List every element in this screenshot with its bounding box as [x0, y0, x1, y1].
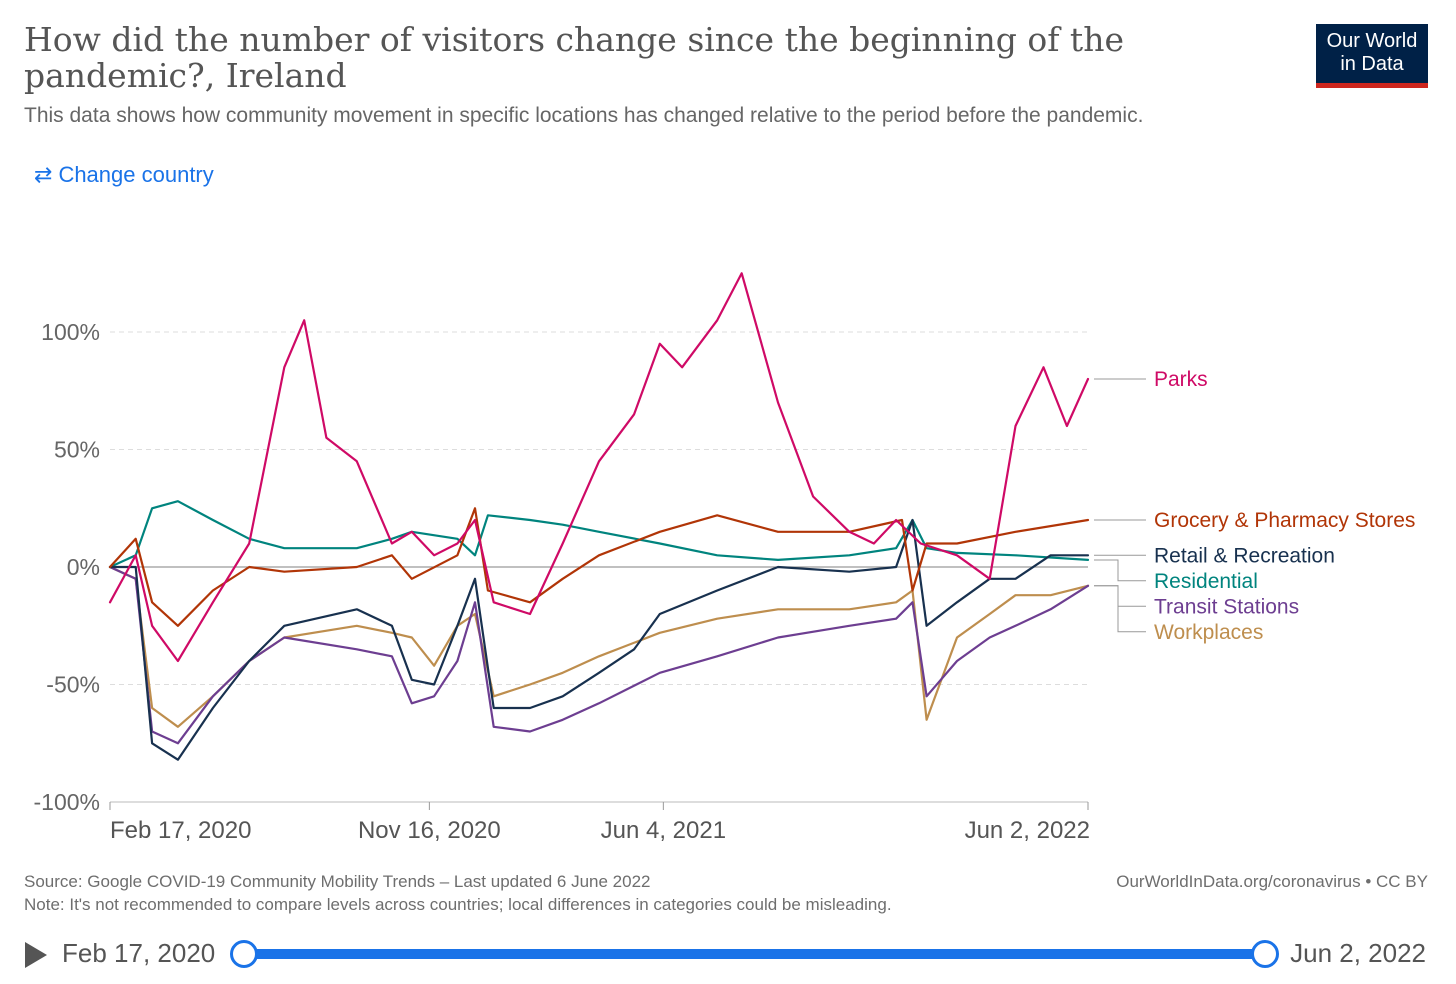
legend-label[interactable]: Workplaces [1154, 621, 1263, 644]
y-axis: -100% -50% 0% 50% 100% [34, 319, 100, 815]
series-line-parks[interactable] [108, 272, 1090, 663]
footer-url[interactable]: OurWorldInData.org/coronavirus • CC BY [1116, 872, 1428, 891]
y-tick-label: 0% [67, 554, 100, 580]
x-tick-label: Jun 4, 2021 [601, 817, 726, 844]
y-tick-label: 100% [41, 319, 100, 345]
x-tick-label: Jun 2, 2022 [965, 817, 1090, 844]
timeline-track[interactable] [242, 949, 1265, 959]
y-tick-label: 50% [54, 437, 100, 463]
timeline-slider[interactable]: Feb 17, 2020 Jun 2, 2022 [0, 930, 1456, 980]
change-country-button[interactable]: ⇄ Change country [34, 162, 214, 188]
timeline-end-label: Jun 2, 2022 [1290, 938, 1426, 968]
legend-label[interactable]: Grocery & Pharmacy Stores [1154, 509, 1415, 532]
chart-subtitle: This data shows how community movement i… [24, 104, 1144, 127]
x-axis: Feb 17, 2020 Nov 16, 2020 Jun 4, 2021 Jun 2… [109, 801, 1090, 844]
x-tick-label: Nov 16, 2020 [358, 817, 501, 844]
chart-series [108, 272, 1090, 761]
timeline-start-label: Feb 17, 2020 [62, 938, 216, 968]
x-tick-label: Feb 17, 2020 [110, 817, 251, 844]
series-line-retail-recreation[interactable] [108, 518, 1090, 761]
legend-connector [1094, 559, 1146, 582]
legend-label[interactable]: Transit Stations [1154, 595, 1299, 618]
legend-connector [1094, 585, 1146, 633]
y-tick-label: -50% [46, 672, 100, 698]
footer-source: Source: Google COVID-19 Community Mobili… [24, 872, 651, 891]
logo-line-2: in Data [1340, 53, 1404, 75]
chart-title: How did the number of visitors change si… [24, 20, 1124, 95]
legend-label[interactable]: Retail & Recreation [1154, 544, 1335, 567]
y-tick-label: -100% [34, 789, 100, 815]
timeline-start-handle[interactable] [230, 940, 258, 968]
swap-arrows-icon: ⇄ [34, 162, 53, 187]
play-icon[interactable] [25, 942, 47, 968]
owid-logo[interactable]: Our World in Data [1316, 24, 1428, 88]
chart-legend: Parks Grocery & Pharmacy Stores Retail & R… [1094, 368, 1415, 644]
line-chart: -100% -50% 0% 50% 100% Feb 17, 2020 Nov 16, 2… [34, 272, 1415, 844]
footer-note: Note: It's not recommended to compare le… [24, 895, 892, 914]
series-line-grocery-pharmacy-stores[interactable] [108, 507, 1090, 627]
series-line-transit-stations[interactable] [108, 565, 1090, 745]
change-country-label: Change country [58, 162, 214, 187]
legend-connector [1094, 585, 1146, 607]
legend-label[interactable]: Residential [1154, 570, 1258, 593]
timeline-end-handle[interactable] [1251, 940, 1279, 968]
logo-line-1: Our World [1326, 30, 1418, 52]
legend-label[interactable]: Parks [1154, 368, 1208, 391]
